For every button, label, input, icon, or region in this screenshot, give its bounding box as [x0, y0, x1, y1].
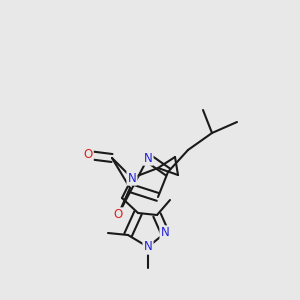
Text: O: O	[83, 148, 93, 161]
Text: N: N	[144, 152, 152, 164]
Text: N: N	[128, 172, 136, 184]
Text: N: N	[144, 241, 152, 254]
Text: N: N	[160, 226, 169, 239]
Text: O: O	[113, 208, 123, 221]
